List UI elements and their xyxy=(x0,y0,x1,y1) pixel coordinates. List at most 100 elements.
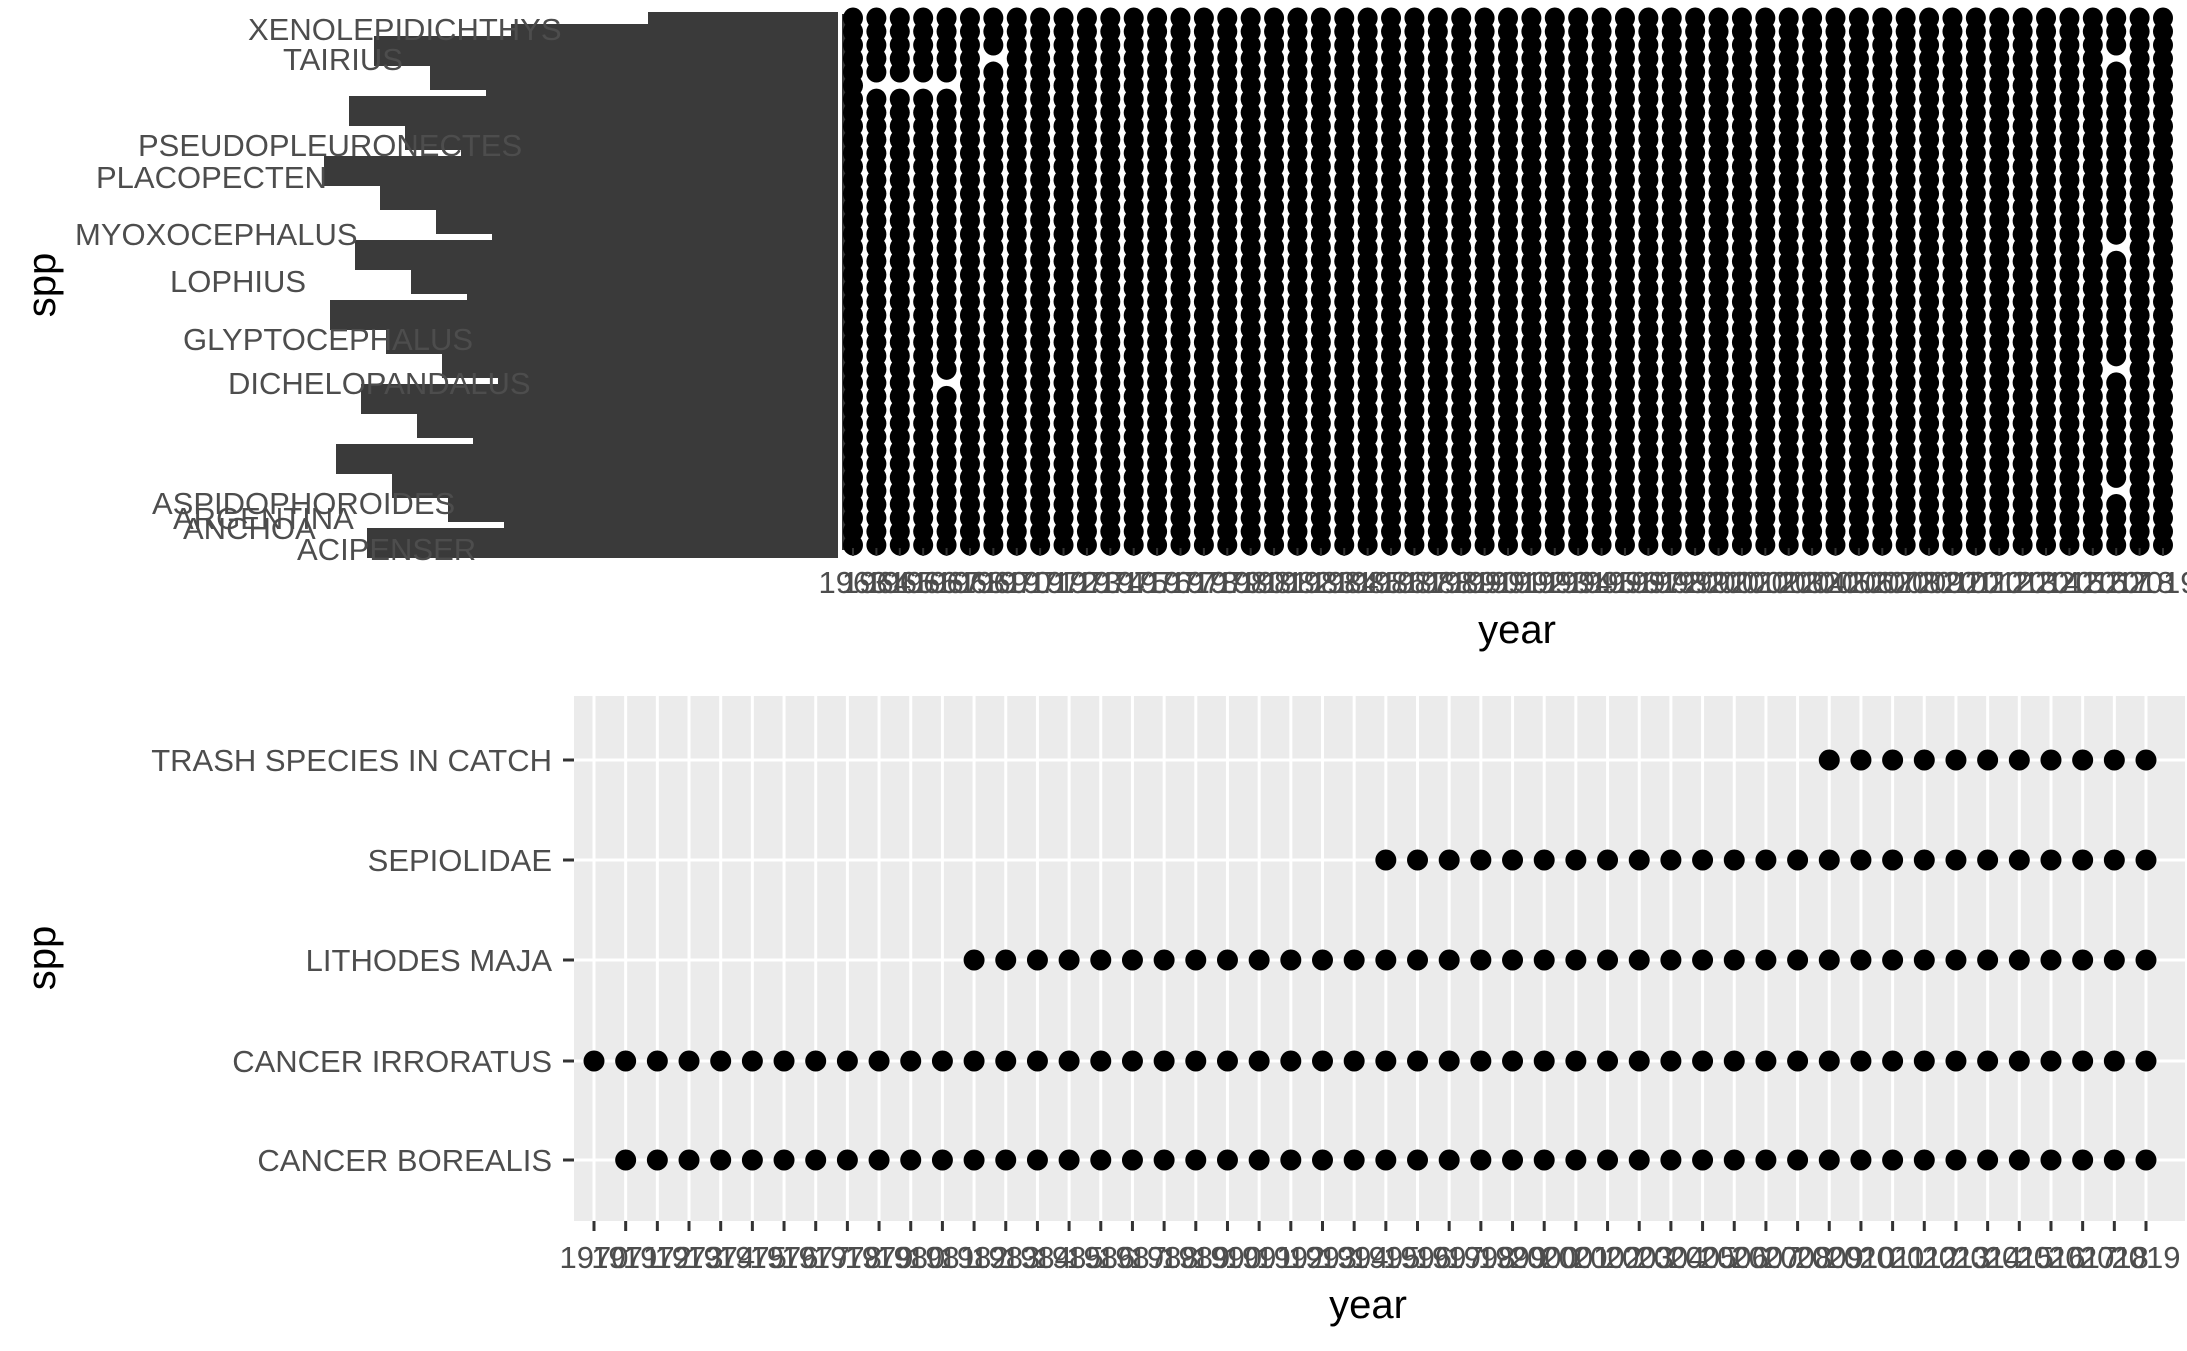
data-point xyxy=(1787,849,1809,871)
data-point xyxy=(2129,7,2150,29)
data-point xyxy=(1147,7,1168,29)
data-point xyxy=(1850,849,1872,871)
data-point xyxy=(1895,7,1916,29)
baseline xyxy=(843,540,2163,544)
data-point xyxy=(995,1149,1017,1171)
x-tick-label: 1963 xyxy=(819,565,888,600)
x-tick-label: 1996 xyxy=(1590,565,1659,600)
column-band xyxy=(1452,16,1470,547)
data-point xyxy=(1006,7,1027,29)
column-band xyxy=(1733,16,1751,547)
x-tick-label: 1991 xyxy=(1474,565,1543,600)
data-point xyxy=(1977,1149,1999,1171)
x-tick-label: 2012 xyxy=(1890,1240,1959,1275)
x-tick-label: 1989 xyxy=(1161,1240,1230,1275)
column-band xyxy=(1405,16,1423,547)
y-tick-label: LOPHIUS xyxy=(170,264,306,299)
data-point xyxy=(1597,1149,1619,1171)
x-tick-label: 2017 xyxy=(2082,565,2151,600)
data-point xyxy=(1407,1149,1429,1171)
x-tick-label: 1999 xyxy=(1478,1240,1547,1275)
y-tick-label: PLACOPECTEN xyxy=(96,160,327,195)
data-point xyxy=(2103,1050,2125,1072)
data-point xyxy=(1565,849,1587,871)
x-tick-label: 2009 xyxy=(1895,565,1964,600)
y-tick-label: CANCER IRRORATUS xyxy=(232,1044,552,1079)
y-tick-label: SEPIOLIDAE xyxy=(368,843,552,878)
data-point xyxy=(1248,1050,1270,1072)
data-point xyxy=(1498,7,1518,29)
x-tick-label: 1992 xyxy=(1497,565,1566,600)
data-point xyxy=(615,1050,637,1072)
x-tick-label: 2005 xyxy=(1668,1240,1737,1275)
data-point xyxy=(963,1149,985,1171)
column-band xyxy=(1546,16,1564,547)
x-tick-label: 1968 xyxy=(935,565,1004,600)
column-band xyxy=(1710,16,1728,547)
data-point xyxy=(959,7,980,29)
x-tick-label: 1998 xyxy=(1446,1240,1515,1275)
data-point xyxy=(1381,7,1402,29)
data-point xyxy=(1850,949,1872,971)
top-plot-area xyxy=(843,7,2173,556)
x-tick-label: 1985 xyxy=(1333,565,1402,600)
data-point xyxy=(2040,749,2062,771)
data-point xyxy=(1731,7,1752,29)
data-point xyxy=(1660,949,1682,971)
column-band xyxy=(1055,16,1073,547)
data-point xyxy=(1942,7,1963,29)
x-tick-label: 2009 xyxy=(1795,1240,1864,1275)
x-tick-label: 2014 xyxy=(2012,565,2081,600)
data-point xyxy=(1343,1050,1365,1072)
data-point xyxy=(1638,7,1659,29)
column-band xyxy=(1756,16,1774,547)
column-band xyxy=(1686,16,1704,547)
data-point xyxy=(1404,7,1425,29)
data-point xyxy=(1945,849,1967,871)
column-band xyxy=(2037,16,2055,547)
data-point xyxy=(1334,7,1355,29)
x-tick-label: 1974 xyxy=(686,1240,755,1275)
column-band xyxy=(1031,16,1049,547)
x-tick-label: 1993 xyxy=(1520,565,1589,600)
data-point xyxy=(1872,7,1893,29)
data-point xyxy=(1977,749,1999,771)
column-band xyxy=(2014,16,2032,547)
data-point xyxy=(1311,1149,1333,1171)
data-point xyxy=(1533,1050,1555,1072)
data-point xyxy=(2008,1050,2030,1072)
data-point xyxy=(1977,949,1999,971)
column-band xyxy=(1242,16,1260,547)
data-point xyxy=(1919,7,1940,29)
x-tick-label: 1999 xyxy=(1661,565,1730,600)
column-band xyxy=(1943,16,1961,547)
x-tick-label: 1974 xyxy=(1076,565,1145,600)
data-point xyxy=(1882,1050,1904,1072)
data-point xyxy=(913,88,934,110)
data-point xyxy=(1787,1050,1809,1072)
data-point xyxy=(1153,949,1175,971)
x-tick-label: 1983 xyxy=(1286,565,1355,600)
column-band xyxy=(1148,16,1166,547)
data-point xyxy=(1451,7,1472,29)
data-point xyxy=(1945,1149,1967,1171)
data-point xyxy=(900,1050,922,1072)
column-band xyxy=(1288,16,1306,547)
data-point xyxy=(1090,1050,1112,1072)
data-point xyxy=(1597,1050,1619,1072)
data-point xyxy=(1407,949,1429,971)
y-tick-label: TAIRIUS xyxy=(283,42,403,77)
x-tick-label: 1970 xyxy=(560,1240,629,1275)
y-label-overlap-block xyxy=(367,528,838,558)
x-tick-label: 2000 xyxy=(1684,565,1753,600)
data-point xyxy=(1708,7,1729,29)
data-point xyxy=(1913,1050,1935,1072)
data-point xyxy=(1692,1149,1714,1171)
top-y-axis-title: spp xyxy=(20,253,64,318)
data-point xyxy=(1787,949,1809,971)
data-point xyxy=(2153,7,2173,29)
data-point xyxy=(1533,949,1555,971)
data-point xyxy=(1100,7,1121,29)
column-band xyxy=(1078,16,1096,547)
